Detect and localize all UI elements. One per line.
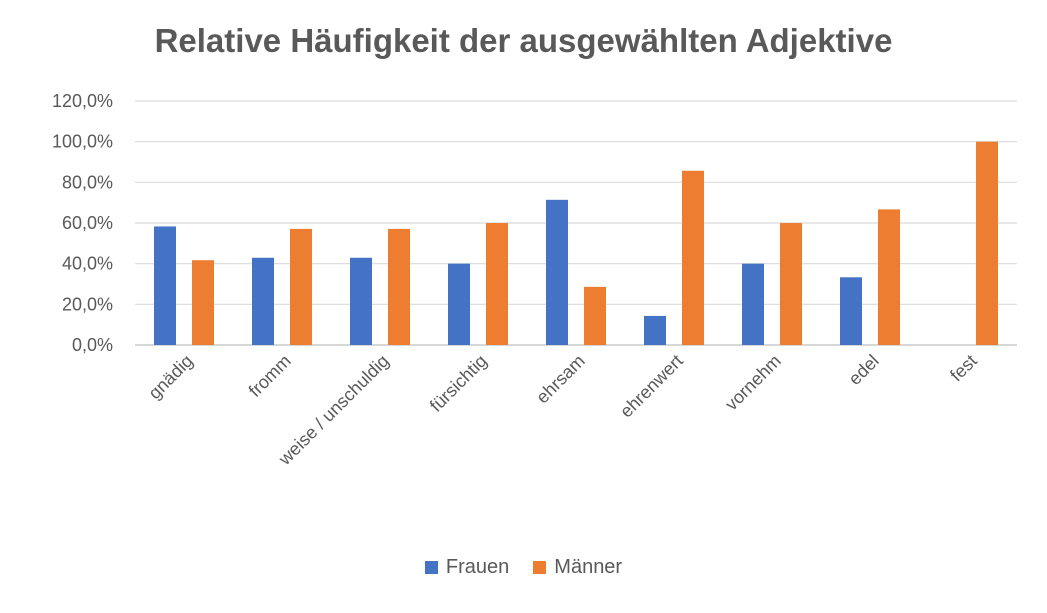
y-tick-label: 60,0%	[62, 213, 113, 233]
bar-maenner-5	[682, 170, 704, 345]
bar-maenner-8	[976, 141, 998, 345]
bar-maenner-7	[878, 209, 900, 345]
bar-maenner-0	[192, 260, 214, 345]
bar-maenner-1	[290, 228, 312, 345]
bar-frauen-1	[252, 257, 274, 345]
bar-frauen-7	[840, 277, 862, 345]
legend: Frauen Männer	[0, 556, 1047, 579]
y-axis-ticks: 0,0% 20,0% 40,0% 60,0% 80,0% 100,0% 120,0%	[52, 91, 113, 355]
legend-swatch-maenner	[533, 561, 547, 574]
y-tick-label: 20,0%	[62, 294, 113, 314]
bar-frauen-4	[546, 199, 568, 345]
legend-swatch-frauen	[424, 561, 438, 574]
bar-maenner-3	[486, 223, 508, 345]
bar-frauen-3	[448, 263, 470, 345]
bar-frauen-0	[154, 226, 176, 345]
x-tick-label: fürsichtig	[426, 351, 491, 416]
bar-maenner-6	[780, 223, 802, 345]
x-tick-label: vornehm	[721, 351, 785, 415]
bar-maenner-2	[388, 228, 410, 345]
legend-label-frauen: Frauen	[445, 556, 510, 578]
chart-title: Relative Häufigkeit der ausgewählten Adj…	[154, 22, 893, 59]
gridlines	[135, 100, 1017, 346]
legend-item-maenner: Männer	[533, 556, 622, 579]
y-tick-label: 40,0%	[62, 254, 113, 274]
x-tick-label: gnädig	[144, 351, 196, 403]
y-tick-label: 100,0%	[52, 132, 113, 152]
x-tick-label: ehrsam	[532, 351, 589, 408]
legend-item-frauen: Frauen	[424, 556, 510, 579]
bar-maenner-4	[584, 286, 606, 345]
bar-frauen-2	[350, 257, 372, 345]
legend-label-maenner: Männer	[554, 556, 623, 578]
y-tick-label: 0,0%	[72, 335, 113, 355]
y-tick-label: 120,0%	[52, 91, 113, 111]
bar-frauen-6	[742, 263, 764, 345]
x-tick-label: fest	[946, 351, 981, 386]
bars	[154, 141, 998, 345]
x-tick-label: ehrenwert	[616, 351, 687, 422]
x-tick-label: edel	[845, 351, 883, 389]
y-tick-label: 80,0%	[62, 172, 113, 192]
bar-frauen-5	[644, 315, 666, 345]
x-tick-label: weise / unschuldig	[274, 351, 393, 470]
x-tick-label: fromm	[245, 351, 295, 401]
